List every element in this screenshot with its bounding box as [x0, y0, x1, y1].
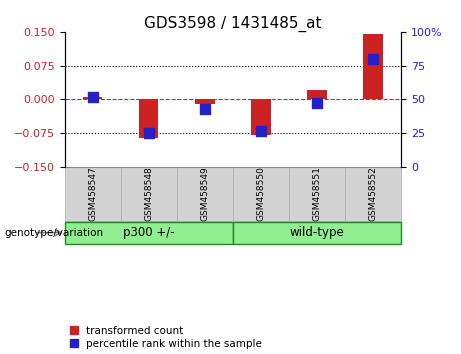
Bar [65, 167, 121, 221]
Bar [121, 167, 177, 221]
Text: GSM458550: GSM458550 [256, 167, 266, 222]
Point [89, 94, 96, 99]
Bar [363, 34, 383, 99]
Bar [139, 99, 159, 138]
Bar [177, 167, 233, 221]
Legend: transformed count, percentile rank within the sample: transformed count, percentile rank withi… [70, 326, 262, 349]
Point [369, 56, 377, 62]
Text: GSM458549: GSM458549 [200, 167, 209, 222]
Bar [65, 222, 233, 244]
Text: p300 +/-: p300 +/- [123, 226, 174, 239]
Point [145, 130, 152, 136]
Bar [195, 99, 214, 104]
Text: GSM458548: GSM458548 [144, 167, 153, 222]
Text: GSM458547: GSM458547 [88, 167, 97, 222]
Bar [251, 99, 271, 136]
Bar [83, 97, 102, 99]
Bar [345, 167, 401, 221]
Text: GSM458552: GSM458552 [368, 167, 378, 222]
Bar [233, 167, 289, 221]
Text: GSM458551: GSM458551 [313, 167, 321, 222]
Text: wild-type: wild-type [290, 226, 344, 239]
Bar [289, 167, 345, 221]
Point [257, 128, 265, 133]
Point [201, 106, 208, 112]
Bar [307, 90, 327, 99]
Bar [233, 222, 401, 244]
Text: genotype/variation: genotype/variation [5, 228, 104, 238]
Title: GDS3598 / 1431485_at: GDS3598 / 1431485_at [144, 16, 322, 32]
Point [313, 101, 321, 106]
